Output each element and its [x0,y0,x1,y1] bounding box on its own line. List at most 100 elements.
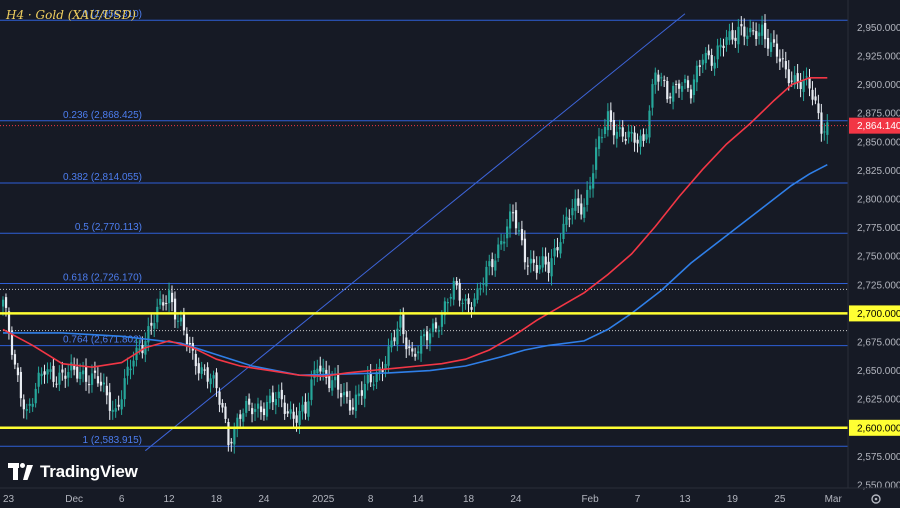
candle-body-6 [19,371,22,399]
candle-body-262 [778,58,782,62]
candle-body-248 [737,26,740,45]
tradingview-wordmark: TradingView [40,462,138,481]
candle-body-14 [43,371,46,375]
x-tick-label-7: 8 [368,494,374,505]
candle-body-193 [574,198,577,211]
candle-body-136 [405,337,408,350]
chart-title: H4 · Gold (XAU/USD) [6,8,136,22]
candle-body-229 [680,86,684,92]
candle-body-17 [52,365,55,382]
candle-body-165 [491,259,494,268]
candle-body-207 [615,131,618,139]
candle-body-27 [82,370,85,375]
candle-body-184 [547,261,550,273]
candle-body-181 [538,265,541,270]
x-tick-label-12: 7 [635,494,641,505]
candle-body-98 [292,411,295,419]
candle-body-2 [7,311,11,333]
candle-body-113 [337,374,340,390]
settings-gear-center [874,497,878,501]
candle-body-271 [805,76,808,78]
settings-gear-icon[interactable] [871,494,881,504]
candle-body-202 [600,137,604,139]
candle-body-139 [414,353,417,357]
candle-body-116 [345,391,349,397]
candle-body-187 [556,247,559,251]
candle-body-41 [123,378,126,400]
candle-body-252 [749,28,752,33]
candle-body-94 [280,389,283,400]
candle-body-261 [775,43,779,57]
candle-body-0 [2,299,5,307]
candle-body-211 [627,131,630,138]
candle-body-128 [381,369,384,372]
candle-body-174 [517,230,521,232]
candle-body-226 [672,85,675,102]
candle-body-35 [105,385,108,396]
candle-body-205 [609,110,613,122]
candle-body-144 [428,333,432,344]
candle-body-171 [509,211,512,229]
candle-body-95 [283,402,286,414]
candle-body-237 [704,52,707,64]
candle-body-112 [334,376,337,381]
candle-body-100 [298,410,301,425]
candle-body-99 [295,415,298,423]
ma-fast-line [2,77,828,378]
candle-body-71 [212,375,215,379]
x-tick-label-4: 18 [211,494,223,505]
candle-body-272 [808,77,811,89]
candle-body-130 [387,346,390,366]
candle-body-206 [612,119,615,136]
candle-body-22 [67,372,70,378]
candle-body-107 [319,365,322,372]
x-tick-label-2: 6 [119,494,125,505]
candle-body-28 [85,367,88,382]
x-tick-label-10: 24 [510,494,522,505]
y-tick-label-7: 2,775.000 [857,223,900,234]
candle-body-260 [772,39,776,43]
y-tick-label-2: 2,900.000 [857,80,900,91]
key-level-badge-1 [849,419,900,436]
candle-body-54 [162,302,165,306]
candle-body-216 [642,134,645,141]
candle-body-135 [402,314,405,335]
candle-body-249 [740,24,743,27]
candle-body-87 [259,406,263,413]
candle-body-59 [176,320,180,322]
candle-body-201 [597,136,601,149]
candle-body-263 [781,58,785,60]
candle-body-88 [262,408,266,416]
current-price-badge-text: 2,864.140 [857,121,900,132]
y-tick-label-11: 2,675.000 [857,338,900,349]
candle-body-8 [25,409,28,411]
candle-body-51 [153,323,156,329]
candle-body-146 [434,322,438,329]
trendline [145,13,686,452]
candle-body-102 [304,401,307,414]
candle-body-219 [651,84,654,108]
candle-body-266 [790,80,793,82]
fib-level-label-5: 0.764 (2,671.802) [63,335,142,346]
candle-body-62 [185,333,189,345]
candle-body-13 [40,373,43,377]
candle-body-132 [393,337,396,342]
candle-body-241 [716,45,719,60]
candle-body-29 [87,384,91,386]
candle-body-38 [114,408,117,412]
fib-level-label-6: 1 (2,583.915) [83,435,143,446]
key-level-badge-text-0: 2,700.000 [857,309,900,320]
candle-body-228 [678,83,681,89]
candle-body-274 [814,96,817,101]
candle-body-4 [13,354,17,365]
candle-body-104 [310,379,313,400]
x-tick-label-11: Feb [581,494,599,505]
y-tick-label-9: 2,725.000 [857,280,900,291]
candle-body-153 [455,280,458,286]
candle-body-53 [159,298,162,305]
x-tick-label-13: 13 [679,494,691,505]
candle-body-58 [173,298,177,320]
candle-body-154 [458,282,461,301]
key-level-badge-0 [849,305,900,322]
